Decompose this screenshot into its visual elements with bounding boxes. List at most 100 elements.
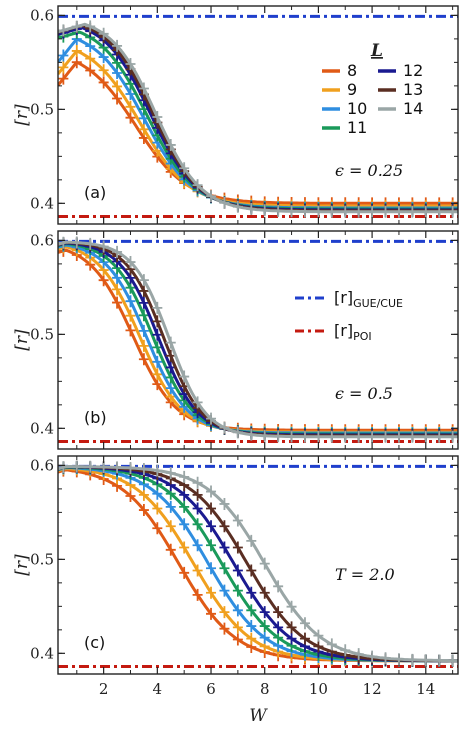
data-point xyxy=(286,600,297,613)
data-point xyxy=(98,274,109,287)
data-point xyxy=(246,564,257,577)
y-tick-label: 0.4 xyxy=(30,644,54,662)
data-point xyxy=(447,205,458,218)
series-L14 xyxy=(58,236,458,443)
series-L14 xyxy=(58,460,458,667)
legend-reference: [r]GUE/CUE [r]POI xyxy=(295,288,403,343)
y-tick-label: 0.6 xyxy=(30,456,54,474)
data-point xyxy=(179,370,190,383)
legend-title: L xyxy=(370,41,383,61)
data-point xyxy=(206,607,217,620)
data-point xyxy=(112,80,123,93)
data-point xyxy=(138,324,149,337)
data-point xyxy=(232,200,243,213)
data-point xyxy=(192,502,203,515)
annotation: T = 2.0 xyxy=(335,565,395,584)
data-point xyxy=(125,490,136,503)
x-tick-label: 12 xyxy=(363,680,382,698)
series-L9 xyxy=(58,44,458,213)
data-point xyxy=(219,541,230,554)
data-point xyxy=(85,460,96,473)
y-axis-label: [r] xyxy=(12,554,32,576)
data-point xyxy=(165,467,176,480)
data-point xyxy=(232,514,243,527)
data-point xyxy=(286,621,297,634)
data-point xyxy=(152,315,163,328)
panel-label: (b) xyxy=(84,408,107,427)
data-point xyxy=(152,502,163,515)
data-point xyxy=(192,488,203,501)
data-point xyxy=(246,534,257,547)
data-point xyxy=(380,652,391,665)
series-L11 xyxy=(58,238,458,440)
x-tick-label: 14 xyxy=(416,680,435,698)
data-point xyxy=(407,205,418,218)
series-line xyxy=(58,241,458,437)
data-point xyxy=(299,632,310,645)
data-point xyxy=(152,110,163,123)
plot-area xyxy=(58,460,458,668)
series-line xyxy=(58,30,458,211)
data-point xyxy=(179,518,190,531)
data-point xyxy=(206,520,217,533)
data-point xyxy=(138,284,149,297)
legend-label: 11 xyxy=(347,118,367,137)
legend-label: 14 xyxy=(403,99,423,118)
data-point xyxy=(152,328,163,341)
data-point xyxy=(299,430,310,443)
data-point xyxy=(179,566,190,579)
data-point xyxy=(367,650,378,663)
data-point xyxy=(125,324,136,337)
data-point xyxy=(380,205,391,218)
data-point xyxy=(219,584,230,597)
data-point xyxy=(206,562,217,575)
data-point xyxy=(152,341,163,354)
data-point xyxy=(232,541,243,554)
data-point xyxy=(259,631,270,644)
data-point xyxy=(246,202,257,215)
data-point xyxy=(299,205,310,218)
data-point xyxy=(367,205,378,218)
x-axis-label: W xyxy=(249,706,268,726)
y-tick-label: 0.6 xyxy=(30,231,54,249)
data-point xyxy=(58,461,69,474)
series-line xyxy=(58,248,458,432)
data-point xyxy=(138,274,149,287)
data-point xyxy=(206,502,217,515)
data-point xyxy=(125,309,136,322)
data-point xyxy=(206,190,217,203)
y-tick-label: 0.6 xyxy=(30,6,54,24)
series-L9 xyxy=(58,463,458,667)
y-axis-label: [r] xyxy=(12,104,32,126)
data-point xyxy=(138,504,149,517)
data-point xyxy=(219,196,230,209)
data-point xyxy=(286,430,297,443)
x-tick-label: 6 xyxy=(206,680,216,698)
panel-label: (c) xyxy=(84,633,105,652)
data-point xyxy=(125,58,136,71)
data-point xyxy=(299,617,310,630)
data-point xyxy=(232,621,243,634)
series-line xyxy=(58,466,458,663)
legend-label: [r]POI xyxy=(334,321,372,343)
series-line xyxy=(58,24,458,213)
data-point xyxy=(71,460,82,473)
data-point xyxy=(273,430,284,443)
data-point xyxy=(380,430,391,443)
data-point xyxy=(434,654,445,667)
data-point xyxy=(420,205,431,218)
series-L8 xyxy=(58,464,458,667)
data-point xyxy=(246,632,257,645)
legend-label: 13 xyxy=(403,80,423,99)
data-point xyxy=(138,488,149,501)
annotation: ϵ = 0.25 xyxy=(335,161,403,180)
data-point xyxy=(367,430,378,443)
data-point xyxy=(125,295,136,308)
data-point xyxy=(165,349,176,362)
data-point xyxy=(98,240,109,253)
x-tick-label: 2 xyxy=(99,680,109,698)
series-L11 xyxy=(58,461,458,667)
x-tick-label: 10 xyxy=(309,680,328,698)
data-point xyxy=(125,100,136,113)
